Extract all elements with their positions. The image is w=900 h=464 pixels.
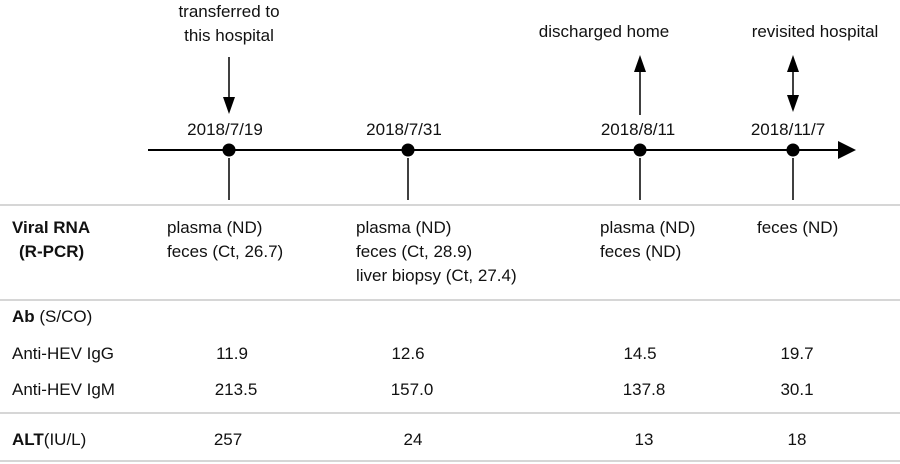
viral-rna-method-label: (R-PCR) xyxy=(19,242,85,261)
igm-value-1: 213.5 xyxy=(214,380,258,399)
event-date-1: 2018/7/19 xyxy=(187,120,263,139)
viral-rna-cell-3: plasma (ND) feces (ND) xyxy=(600,216,695,264)
igg-value-2: 12.6 xyxy=(391,344,425,363)
ab-label: Ab xyxy=(12,307,35,326)
alt-value-3: 13 xyxy=(634,430,654,449)
alt-label: ALT xyxy=(12,430,44,449)
igm-value-3: 137.8 xyxy=(622,380,666,399)
cell-line: feces (Ct, 28.9) xyxy=(356,242,473,261)
viral-rna-cell-2: plasma (ND) feces (Ct, 28.9) liver biops… xyxy=(356,216,517,288)
alt-value-4: 18 xyxy=(787,430,807,449)
igm-row-label: Anti-HEV IgM xyxy=(12,380,115,399)
timeline-axis-arrowhead xyxy=(838,141,856,159)
cell-line: feces (ND) xyxy=(757,218,839,237)
event-dot-4 xyxy=(786,143,800,157)
transferred-arrowhead xyxy=(223,97,235,114)
cell-line: plasma (ND) xyxy=(600,218,696,237)
revisited-arrowhead-up xyxy=(787,55,799,72)
igg-value-1: 11.9 xyxy=(216,344,248,363)
cell-line: feces (Ct, 26.7) xyxy=(167,242,284,261)
viral-rna-cell-4: feces (ND) xyxy=(757,216,838,240)
igg-value-3: 14.5 xyxy=(623,344,657,363)
annotation-line: transferred to xyxy=(178,2,280,21)
cell-line: plasma (ND) xyxy=(356,218,452,237)
cell-line: feces (ND) xyxy=(600,242,682,261)
igm-value-4: 30.1 xyxy=(780,380,814,399)
revisited-arrowhead-down xyxy=(787,95,799,112)
event-date-4: 2018/11/7 xyxy=(750,120,826,139)
annotation-transferred: transferred to this hospital xyxy=(178,0,279,48)
alt-value-2: 24 xyxy=(403,430,423,449)
igg-row-label: Anti-HEV IgG xyxy=(12,344,115,363)
discharged-arrowhead xyxy=(634,55,646,72)
igg-value-4: 19.7 xyxy=(780,344,814,363)
viral-rna-label: Viral RNA xyxy=(12,218,91,237)
annotation-discharged: discharged home xyxy=(538,22,670,41)
alt-unit: (IU/L) xyxy=(43,430,87,449)
igm-value-2: 157.0 xyxy=(390,380,434,399)
viral-rna-cell-1: plasma (ND) feces (Ct, 26.7) xyxy=(167,216,283,264)
alt-row-header: ALT(IU/L) xyxy=(12,428,86,452)
event-dot-2 xyxy=(401,143,415,157)
ab-header: Ab (S/CO) xyxy=(12,305,92,329)
event-dot-3 xyxy=(633,143,647,157)
event-date-2: 2018/7/31 xyxy=(366,120,442,139)
event-dot-1 xyxy=(222,143,236,157)
alt-value-1: 257 xyxy=(213,430,243,449)
annotation-revisited: revisited hospital xyxy=(751,22,879,41)
annotation-line: this hospital xyxy=(184,26,274,45)
event-date-3: 2018/8/11 xyxy=(600,120,676,139)
ab-unit: (S/CO) xyxy=(34,307,93,326)
cell-line: plasma (ND) xyxy=(167,218,263,237)
cell-line: liver biopsy (Ct, 27.4) xyxy=(356,266,517,285)
